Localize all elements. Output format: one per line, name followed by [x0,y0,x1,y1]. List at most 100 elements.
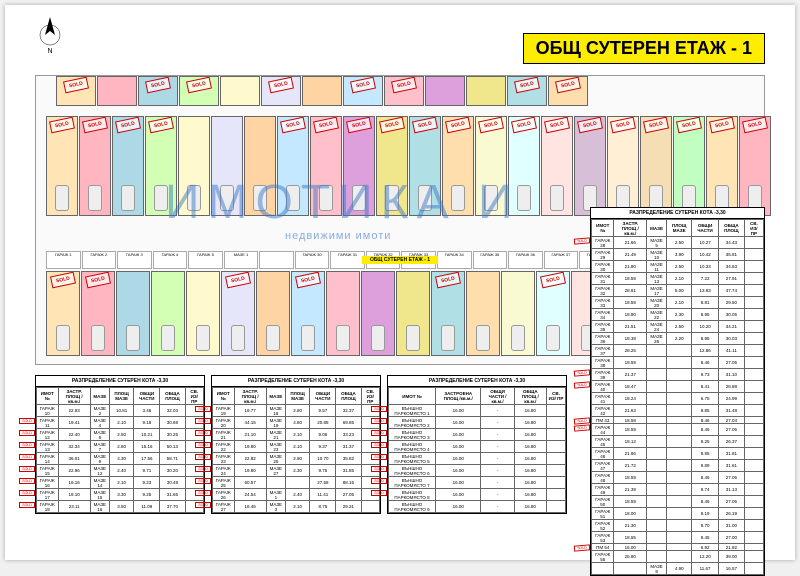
sold-stamp: SOLD [412,117,438,134]
sold-stamp: SOLD [379,117,405,134]
garage-unit: SOLD [607,116,639,216]
garage-unit [396,271,430,356]
svg-text:N: N [47,48,52,55]
sold-tag: SOLD [371,418,387,424]
corridor-label: ГАРАЖ 30 [295,251,330,269]
garage-unit [244,116,276,216]
garage-unit: SOLD [739,116,771,216]
sold-tag: SOLD [19,466,35,472]
table-row: МАЗЕ 84.9011.6716.57 [592,563,764,575]
table-row: ГАРАЖ 4621.869.9531.81 [592,448,764,460]
sold-stamp: SOLD [313,117,339,134]
sold-stamp: SOLD [225,272,251,289]
sold-tag: SOLD [19,478,35,484]
table-row: SOLDГАРАЖ 2624.54МАЗЕ 12.4011.4127.05 [213,489,380,501]
sold-stamp: SOLD [544,117,570,134]
sold-stamp: SOLD [82,117,108,134]
sold-tag: SOLD [574,544,590,551]
sold-tag: SOLD [574,424,590,431]
sold-stamp: SOLD [186,77,212,94]
table-row: SOLDГАРАЖ 1919.77МАЗЕ 182.809.5732.37 [213,405,380,417]
corridor-label: ГАРАЖ 34 [437,251,472,269]
garage-unit: SOLD [261,76,301,106]
table-row: ГАРАЖ 3521.51МАЗЕ 242.5010.2034.21 [592,321,764,333]
garage-unit: SOLD [548,76,588,106]
sold-stamp: SOLD [85,272,111,289]
table-row: SOLDГАРАЖ 4018.478.4126.88 [592,381,764,393]
garage-unit: SOLD [138,76,178,106]
sold-stamp: SOLD [610,117,636,134]
garage-unit [501,271,535,356]
corridor-label: ГАРАЖ 2 [82,251,117,269]
table-row: SOLDВЪНШНО ПАРКОМЯСТО 616.00-16.80 [389,465,566,477]
garage-unit [186,271,220,356]
corridor-label: ГАРАЖ 31 [330,251,365,269]
sold-stamp: SOLD [445,117,471,134]
sold-tag: SOLD [19,418,35,424]
table-row: ГАРАЖ 2921.49МАЗЕ 103.9010.4235.81 [592,249,764,261]
distribution-table-right: РАЗПРЕДЕЛЕНИЕ СУТЕРЕН КОТА -3,30 ИМОТ №З… [590,207,765,576]
garage-unit [361,271,395,356]
sold-stamp: SOLD [350,77,376,94]
garage-unit: SOLD [376,116,408,216]
table-row: SOLDГАРАЖ 1619.16МАЗЕ 142.109.2330.49 [37,477,204,489]
table-row: ГАРАЖ 5118.008.1926.19 [592,508,764,520]
distribution-table-2: РАЗПРЕДЕЛЕНИЕ СУТЕРЕН КОТА -3,30 ИМОТ №З… [211,375,381,514]
sold-stamp: SOLD [643,117,669,134]
page: N ОБЩ СУТЕРЕН ЕТАЖ - 1 SOLDSOLDSOLDSOLDS… [5,5,795,560]
garage-unit [116,271,150,356]
sold-tag: SOLD [371,466,387,472]
sold-tag: SOLD [574,237,590,244]
sold-tag: SOLD [195,442,211,448]
garage-unit: SOLD [221,271,255,356]
garage-unit: SOLD [706,116,738,216]
garage-unit [211,116,243,216]
table-row: SOLDВЪНШНО ПАРКОМЯСТО 516.00-16.80 [389,453,566,465]
distribution-table-3: РАЗПРЕДЕЛЕНИЕ СУТЕРЕН КОТА -3,30 ИМОТ №З… [387,375,567,514]
table-row: SOLDГАРАЖ 1719.10МАЗЕ 153.309.2531.65 [37,489,204,501]
garage-unit: SOLD [384,76,424,106]
garage-unit: SOLD [291,271,325,356]
garage-unit: SOLD [442,116,474,216]
sold-tag: SOLD [371,490,387,496]
table-row: SOLDГАРАЖ 1823.11МАЗЕ 163.5011.0937.70 [37,501,204,513]
sold-stamp: SOLD [511,117,537,134]
table-row: SOLDПМ 4318.588.4627.04 [592,417,764,424]
sold-tag: SOLD [371,406,387,412]
sold-stamp: SOLD [555,77,581,94]
corridor-label: ГАРАЖ 36 [508,251,543,269]
page-title: ОБЩ СУТЕРЕН ЕТАЖ - 1 [523,33,765,64]
sold-tag: SOLD [574,381,590,388]
table-row: SOLDГАРАЖ 2560.5727.5888.15 [213,477,380,489]
garage-unit: SOLD [310,116,342,216]
distribution-table-1: РАЗПРЕДЕЛЕНИЕ СУТЕРЕН КОТА -3,30 ИМОТ №З… [35,375,205,514]
sold-stamp: SOLD [435,272,461,289]
sold-tag: SOLD [19,502,35,508]
sold-tag: SOLD [19,442,35,448]
corridor-label: ГАРАЖ 1 [46,251,81,269]
garage-unit: SOLD [145,116,177,216]
garage-unit: SOLD [508,116,540,216]
sold-stamp: SOLD [577,117,603,134]
sold-tag: SOLD [195,502,211,508]
table-row: SOLDГАРАЖ 2718.46МАЗЕ 32.108.7529.31 [213,501,380,513]
garage-unit: SOLD [574,116,606,216]
table-row: ГАРАЖ 4818.598.4627.05 [592,472,764,484]
sold-stamp: SOLD [709,117,735,134]
table-row: SOLDГАРАЖ 4418.598.4627.05 [592,424,764,436]
sold-stamp: SOLD [346,117,372,134]
garage-unit: SOLD [179,76,219,106]
table-row: ГАРАЖ 3418.80МАЗЕ 222.308.9530.05 [592,309,764,321]
table-row: ГАРАЖ 3818.598.4627.05 [592,357,764,369]
corridor-label: МАЗЕ 1 [224,251,259,269]
garage-unit: SOLD [56,76,96,106]
sold-stamp: SOLD [280,117,306,134]
table-row: SOLDГАРАЖ 1222.40МАЗЕ 62.5010.2130.25 [37,429,204,441]
sold-tag: SOLD [195,490,211,496]
table-row: SOLDПМ 5415.006.9221.92 [592,544,764,551]
garage-unit: SOLD [112,116,144,216]
sold-stamp: SOLD [295,272,321,289]
sold-tag: SOLD [195,418,211,424]
garage-unit [178,116,210,216]
table-row: SOLDГАРАЖ 2121.10МАЗЕ 212.109.0633.23 [213,429,380,441]
